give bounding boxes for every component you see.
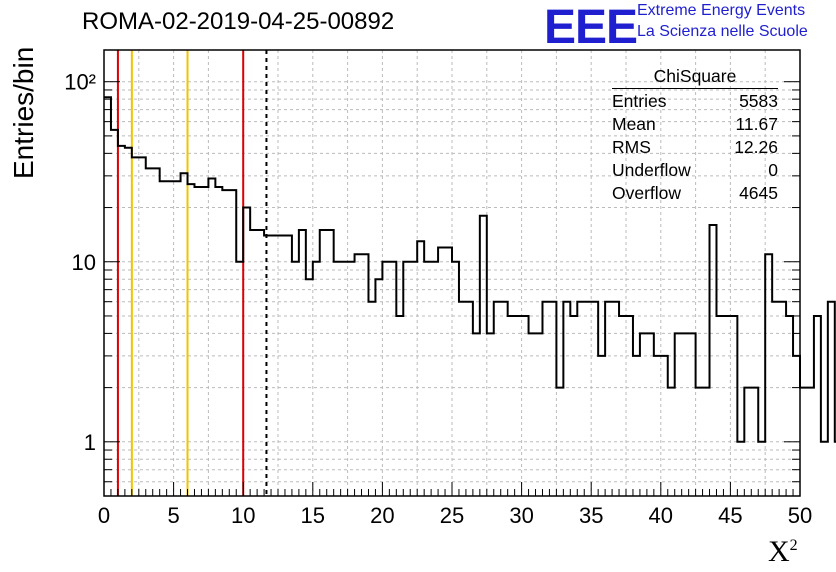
stats-row-entries: Entries 5583: [612, 91, 778, 114]
x-tick-label: 30: [509, 503, 533, 528]
stats-value: 11.67: [735, 114, 779, 134]
x-tick-label: 10: [231, 503, 255, 528]
stats-box: ChiSquare Entries 5583 Mean 11.67 RMS 12.26…: [612, 66, 778, 206]
x-axis-label-base: X: [768, 535, 790, 568]
x-tick-label: 20: [370, 503, 394, 528]
stats-value: 12.26: [734, 137, 778, 157]
logo-text-line2: La Scienza nelle Scuole: [637, 23, 808, 40]
eee-logo: EEE: [544, 1, 638, 54]
x-tick-label: 45: [718, 503, 742, 528]
stats-value: 5583: [739, 91, 778, 111]
stats-label: Mean: [612, 114, 656, 134]
histogram-line: [104, 96, 836, 443]
y-tick-label: 10²: [64, 70, 96, 95]
stats-value: 4645: [739, 183, 778, 203]
x-tick-label: 35: [579, 503, 603, 528]
logo-text-line1: Extreme Energy Events: [637, 2, 806, 19]
stats-header: ChiSquare: [612, 66, 778, 89]
y-axis-label: Entries/bin: [8, 46, 39, 179]
stats-row-overflow: Overflow 4645: [612, 183, 778, 206]
x-tick-label: 5: [167, 503, 179, 528]
stats-label: RMS: [612, 137, 651, 157]
x-tick-label: 50: [788, 503, 812, 528]
stats-label: Entries: [612, 91, 667, 111]
x-tick-label: 15: [301, 503, 325, 528]
chart-title: ROMA-02-2019-04-25-00892: [82, 8, 395, 35]
x-tick-label: 25: [440, 503, 464, 528]
x-tick-label: 0: [98, 503, 110, 528]
x-tick-label: 40: [649, 503, 673, 528]
stats-row-mean: Mean 11.67: [612, 114, 778, 137]
stats-value: 0: [768, 160, 778, 180]
x-axis-label: X2: [768, 535, 798, 569]
stats-row-rms: RMS 12.26: [612, 137, 778, 160]
stats-label: Underflow: [612, 160, 691, 180]
y-tick-label: 10: [72, 250, 96, 275]
y-tick-label: 1: [84, 430, 96, 455]
stats-row-underflow: Underflow 0: [612, 160, 778, 183]
stats-label: Overflow: [612, 183, 682, 203]
x-axis-label-exponent: 2: [789, 537, 798, 554]
